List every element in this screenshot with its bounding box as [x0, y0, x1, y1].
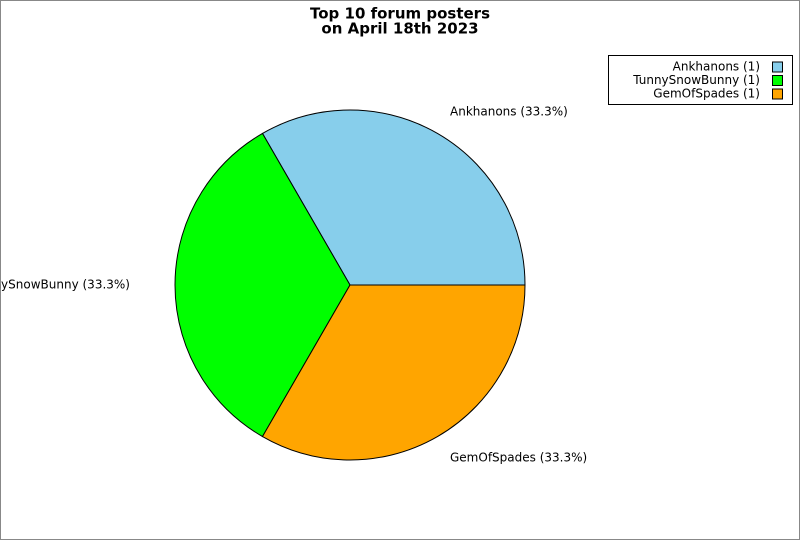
pie-slice [261, 284, 526, 461]
slice-label: GemOfSpades (33.3%) [450, 451, 587, 465]
legend-swatch [772, 61, 783, 73]
legend-label: GemOfSpades (1) [653, 87, 760, 101]
chart-title: Top 10 forum posters [310, 5, 490, 23]
legend-swatch [772, 88, 783, 100]
legend-box [608, 55, 793, 105]
legend-label: TunnySnowBunny (1) [632, 73, 760, 87]
pie-slice [174, 132, 351, 438]
pie-slice [261, 109, 526, 286]
legend-label: Ankhanons (1) [673, 60, 760, 74]
chart-title: on April 18th 2023 [321, 20, 478, 38]
slice-label: Ankhanons (33.3%) [450, 104, 568, 118]
slice-label: TunnySnowBunny (33.3%) [0, 278, 130, 292]
legend-swatch [772, 75, 783, 86]
